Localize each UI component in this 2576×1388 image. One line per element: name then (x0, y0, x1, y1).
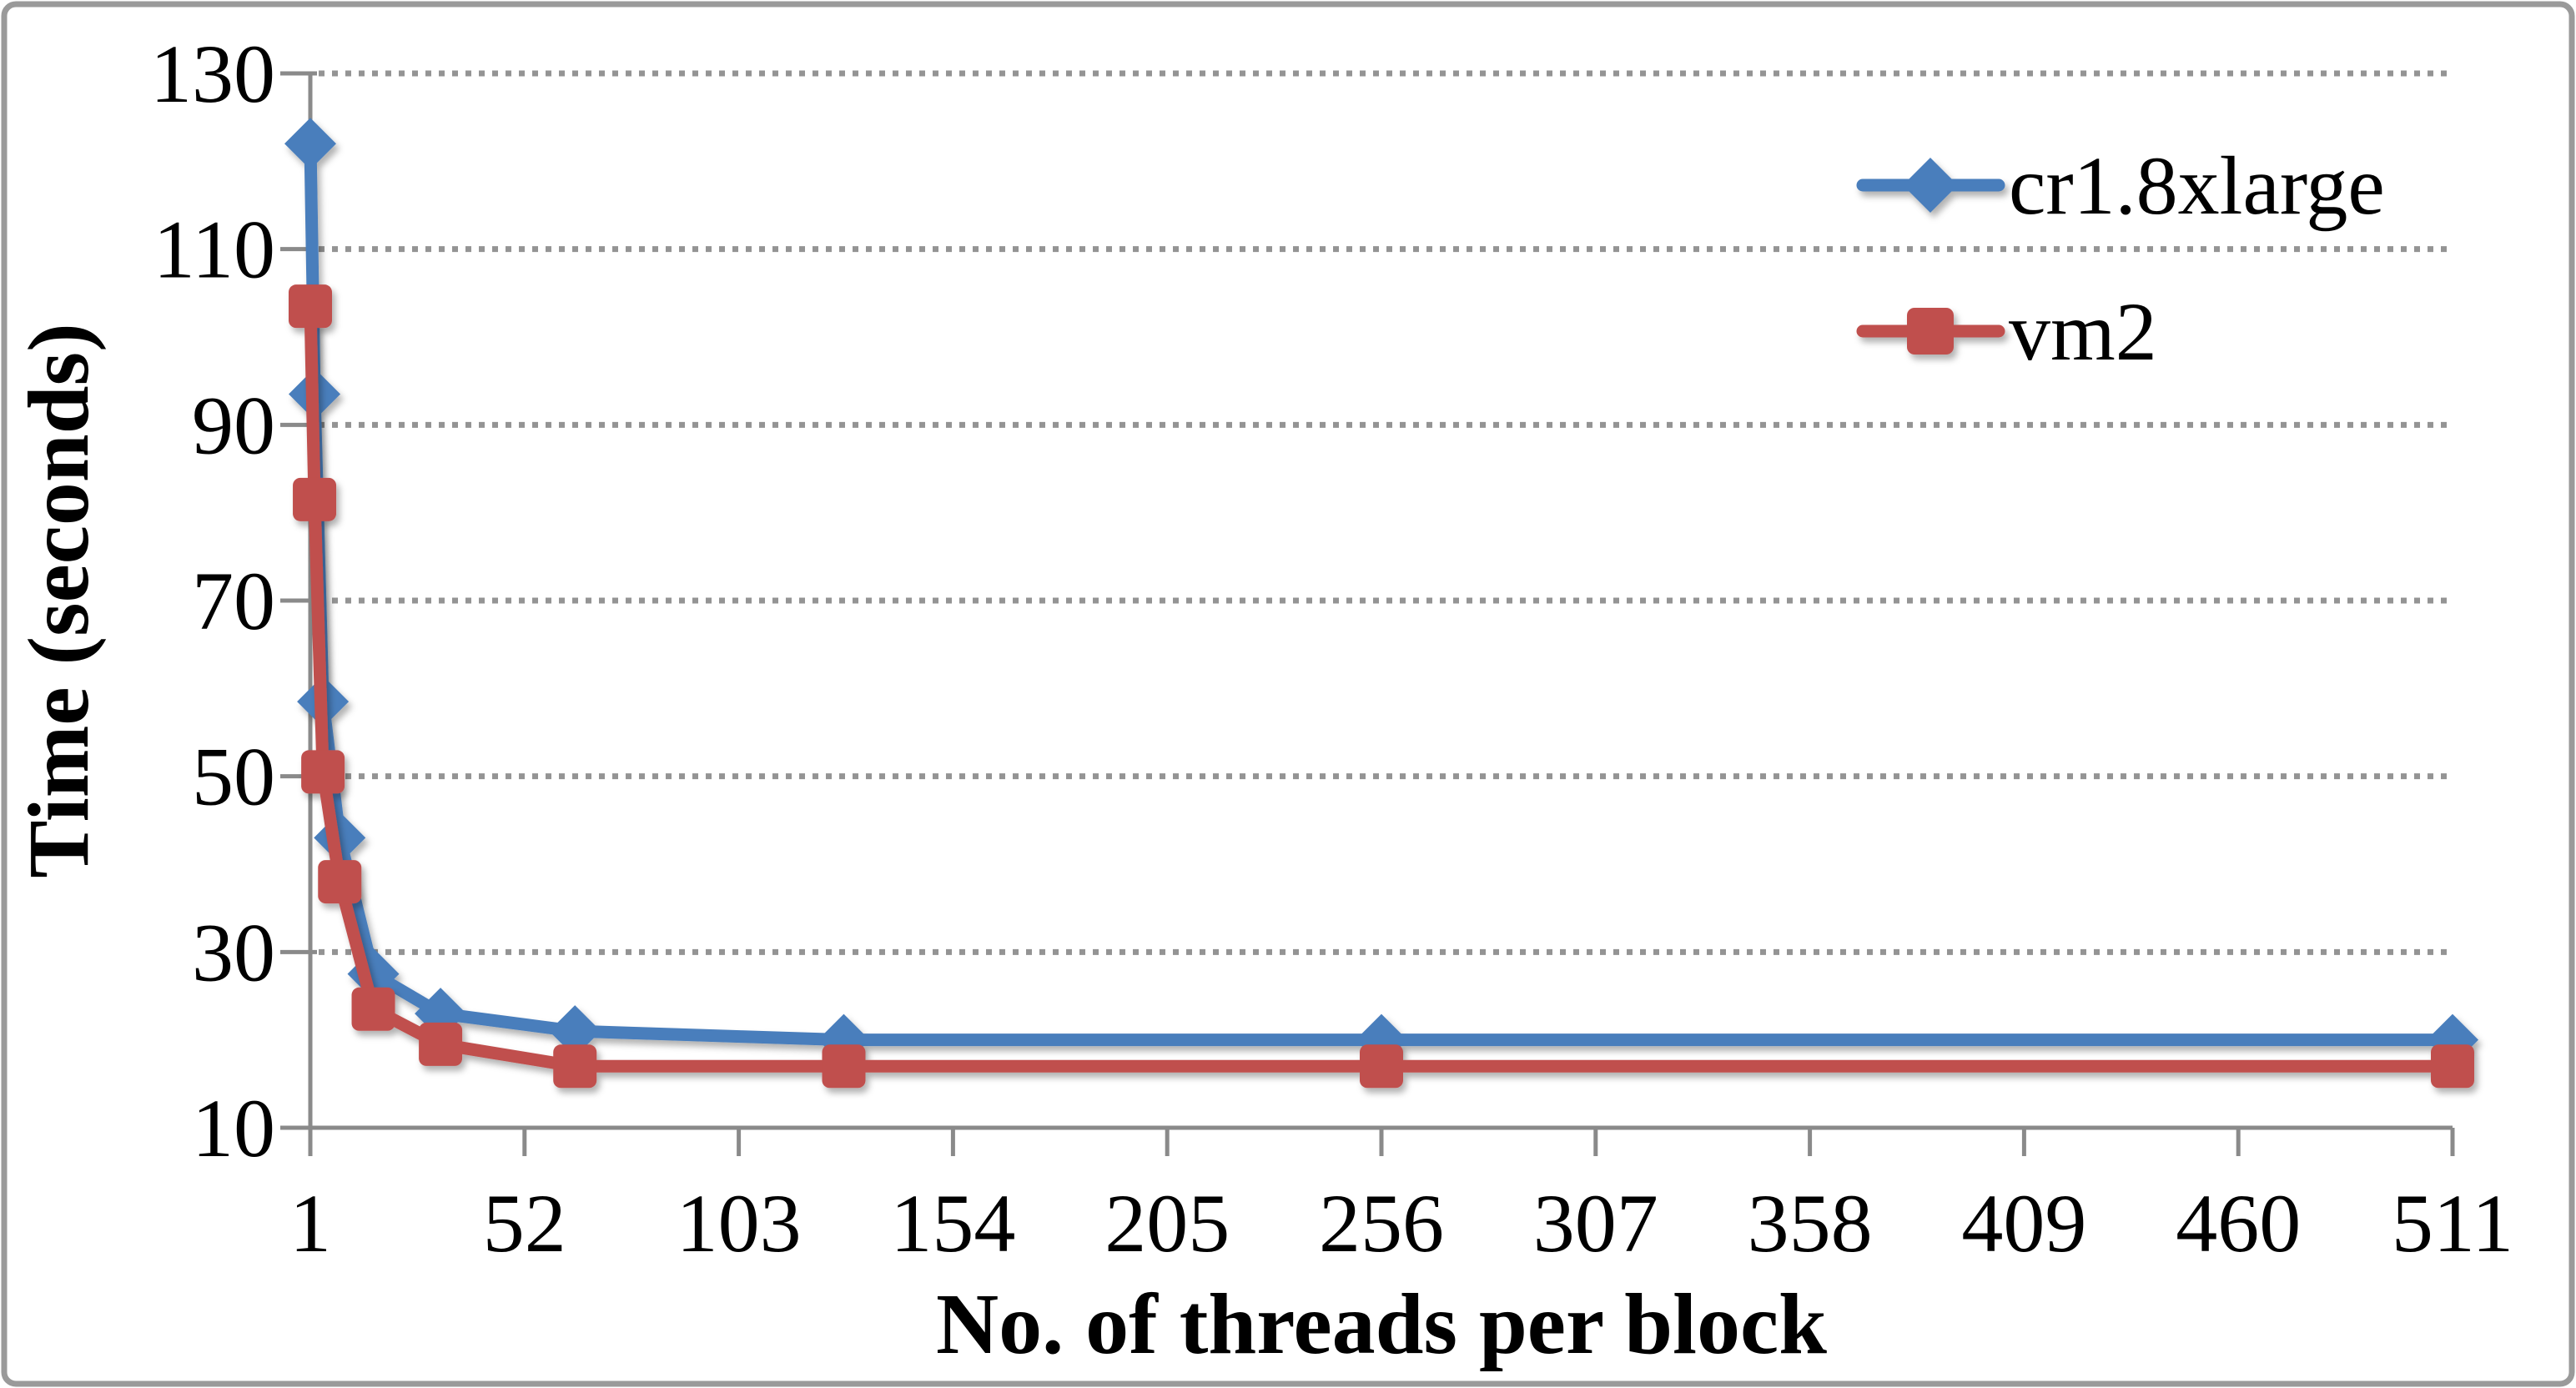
y-tick-label: 110 (153, 204, 275, 296)
legend-label-series1: cr1.8xlarge (2009, 139, 2385, 232)
x-tick-label: 256 (1319, 1177, 1444, 1270)
x-tick-label: 460 (2176, 1177, 2301, 1270)
legend-mark-cr1.8xlarge (1856, 158, 2005, 213)
legend-diamond-icon (1903, 158, 1958, 213)
series-vm2 (289, 284, 2474, 1089)
tick-labels: 10 30 50 70 90 110 130 1 52 103 154 205 256 307 358 409… (150, 28, 2513, 1270)
data-point-vm2 (2431, 1044, 2474, 1089)
data-point-cr1.8xlarge (549, 1005, 601, 1058)
legend-marks (1856, 158, 2005, 355)
x-tick-label: 52 (483, 1177, 566, 1270)
data-point-vm2 (293, 477, 337, 521)
legend-square-icon (1907, 308, 1954, 355)
x-axis-title: No. of threads per block (936, 1276, 1827, 1372)
x-tick-label: 358 (1748, 1177, 1873, 1270)
legend: cr1.8xlarge vm2 (1856, 139, 2385, 378)
x-tick-label: 1 (289, 1177, 331, 1270)
y-tick-label: 90 (192, 379, 275, 471)
x-tick-label: 154 (890, 1177, 1015, 1270)
series-lines (284, 118, 2478, 1089)
x-tick-label: 409 (1961, 1177, 2086, 1270)
y-tick-label: 50 (192, 731, 275, 823)
y-tick-label: 30 (192, 906, 275, 998)
x-tick-label: 307 (1533, 1177, 1658, 1270)
x-tick-label: 511 (2392, 1177, 2513, 1270)
data-point-vm2 (1360, 1044, 1403, 1089)
data-point-vm2 (822, 1044, 866, 1089)
x-tick-label: 103 (677, 1177, 802, 1270)
data-point-vm2 (553, 1044, 597, 1089)
data-point-vm2 (289, 284, 332, 329)
data-point-vm2 (301, 750, 345, 794)
legend-label-series2: vm2 (2009, 285, 2157, 378)
y-axis-title: Time (seconds) (11, 323, 107, 878)
x-tick-label: 205 (1104, 1177, 1230, 1270)
legend-mark-vm2 (1856, 308, 2005, 355)
data-point-vm2 (318, 860, 362, 904)
data-point-cr1.8xlarge (284, 118, 336, 170)
y-tick-label: 10 (192, 1082, 275, 1174)
y-tick-label: 130 (150, 28, 275, 120)
data-point-vm2 (419, 1022, 463, 1066)
y-tick-label: 70 (192, 555, 275, 647)
data-point-vm2 (351, 987, 395, 1031)
gridlines (319, 70, 2453, 955)
series-line-vm2 (304, 299, 2459, 1073)
